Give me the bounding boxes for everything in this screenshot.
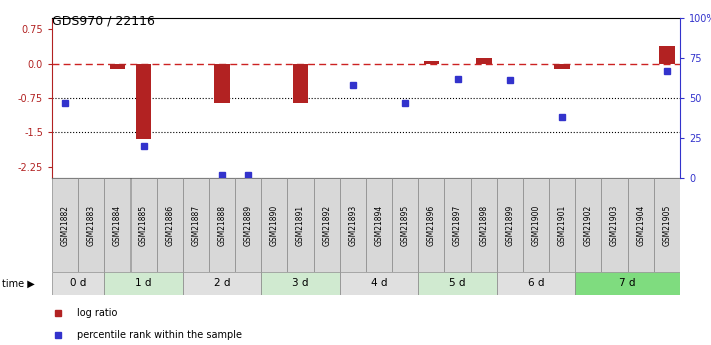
Bar — [418, 272, 497, 295]
Bar — [628, 178, 654, 272]
Bar — [131, 178, 156, 272]
Text: GSM21899: GSM21899 — [506, 204, 515, 246]
Bar — [444, 178, 471, 272]
Text: GSM21904: GSM21904 — [636, 204, 646, 246]
Bar — [549, 178, 575, 272]
Text: time ▶: time ▶ — [2, 278, 35, 288]
Text: GSM21897: GSM21897 — [453, 204, 462, 246]
Bar — [424, 61, 439, 64]
Bar — [183, 178, 209, 272]
Bar — [555, 64, 570, 69]
Bar — [105, 178, 131, 272]
Bar — [575, 272, 680, 295]
Bar — [109, 64, 125, 69]
Text: 6 d: 6 d — [528, 278, 545, 288]
Text: GSM21890: GSM21890 — [270, 204, 279, 246]
Text: 2 d: 2 d — [214, 278, 230, 288]
Bar — [214, 64, 230, 102]
Bar — [471, 178, 497, 272]
Bar — [293, 64, 309, 102]
Text: GSM21896: GSM21896 — [427, 204, 436, 246]
Bar — [105, 272, 183, 295]
Text: GSM21903: GSM21903 — [610, 204, 619, 246]
Bar — [476, 58, 491, 64]
Text: GSM21902: GSM21902 — [584, 204, 593, 246]
Text: 3 d: 3 d — [292, 278, 309, 288]
Text: 5 d: 5 d — [449, 278, 466, 288]
Text: GSM21898: GSM21898 — [479, 205, 488, 246]
Bar — [602, 178, 628, 272]
Text: GSM21889: GSM21889 — [244, 205, 252, 246]
Bar — [392, 178, 418, 272]
Text: GSM21887: GSM21887 — [191, 205, 201, 246]
Bar — [287, 178, 314, 272]
Text: GSM21888: GSM21888 — [218, 205, 227, 246]
Text: GSM21884: GSM21884 — [113, 205, 122, 246]
Bar — [78, 178, 105, 272]
Text: 7 d: 7 d — [619, 278, 636, 288]
Text: GSM21892: GSM21892 — [322, 205, 331, 246]
Bar — [340, 178, 366, 272]
Text: GSM21895: GSM21895 — [401, 204, 410, 246]
Text: GSM21893: GSM21893 — [348, 204, 358, 246]
Text: GSM21883: GSM21883 — [87, 205, 96, 246]
Bar — [497, 178, 523, 272]
Bar — [235, 178, 262, 272]
Bar — [136, 64, 151, 139]
Bar — [654, 178, 680, 272]
Bar — [497, 272, 575, 295]
Bar — [209, 178, 235, 272]
Text: GDS970 / 22116: GDS970 / 22116 — [52, 14, 155, 27]
Bar — [418, 178, 444, 272]
Text: log ratio: log ratio — [77, 308, 117, 318]
Text: GSM21905: GSM21905 — [663, 204, 671, 246]
Bar — [523, 178, 549, 272]
Bar — [659, 46, 675, 64]
Text: GSM21882: GSM21882 — [60, 205, 70, 246]
Bar — [262, 272, 340, 295]
Bar — [156, 178, 183, 272]
Bar — [262, 178, 287, 272]
Text: GSM21900: GSM21900 — [532, 204, 540, 246]
Bar — [52, 272, 105, 295]
Bar — [366, 178, 392, 272]
Bar — [314, 178, 340, 272]
Bar — [340, 272, 418, 295]
Text: 4 d: 4 d — [371, 278, 387, 288]
Text: 0 d: 0 d — [70, 278, 86, 288]
Text: 1 d: 1 d — [135, 278, 152, 288]
Text: percentile rank within the sample: percentile rank within the sample — [77, 330, 242, 340]
Text: GSM21891: GSM21891 — [296, 205, 305, 246]
Text: GSM21894: GSM21894 — [375, 204, 383, 246]
Bar — [575, 178, 602, 272]
Text: GSM21885: GSM21885 — [139, 205, 148, 246]
Bar — [183, 272, 262, 295]
Text: GSM21886: GSM21886 — [165, 205, 174, 246]
Bar — [52, 178, 78, 272]
Text: GSM21901: GSM21901 — [557, 204, 567, 246]
